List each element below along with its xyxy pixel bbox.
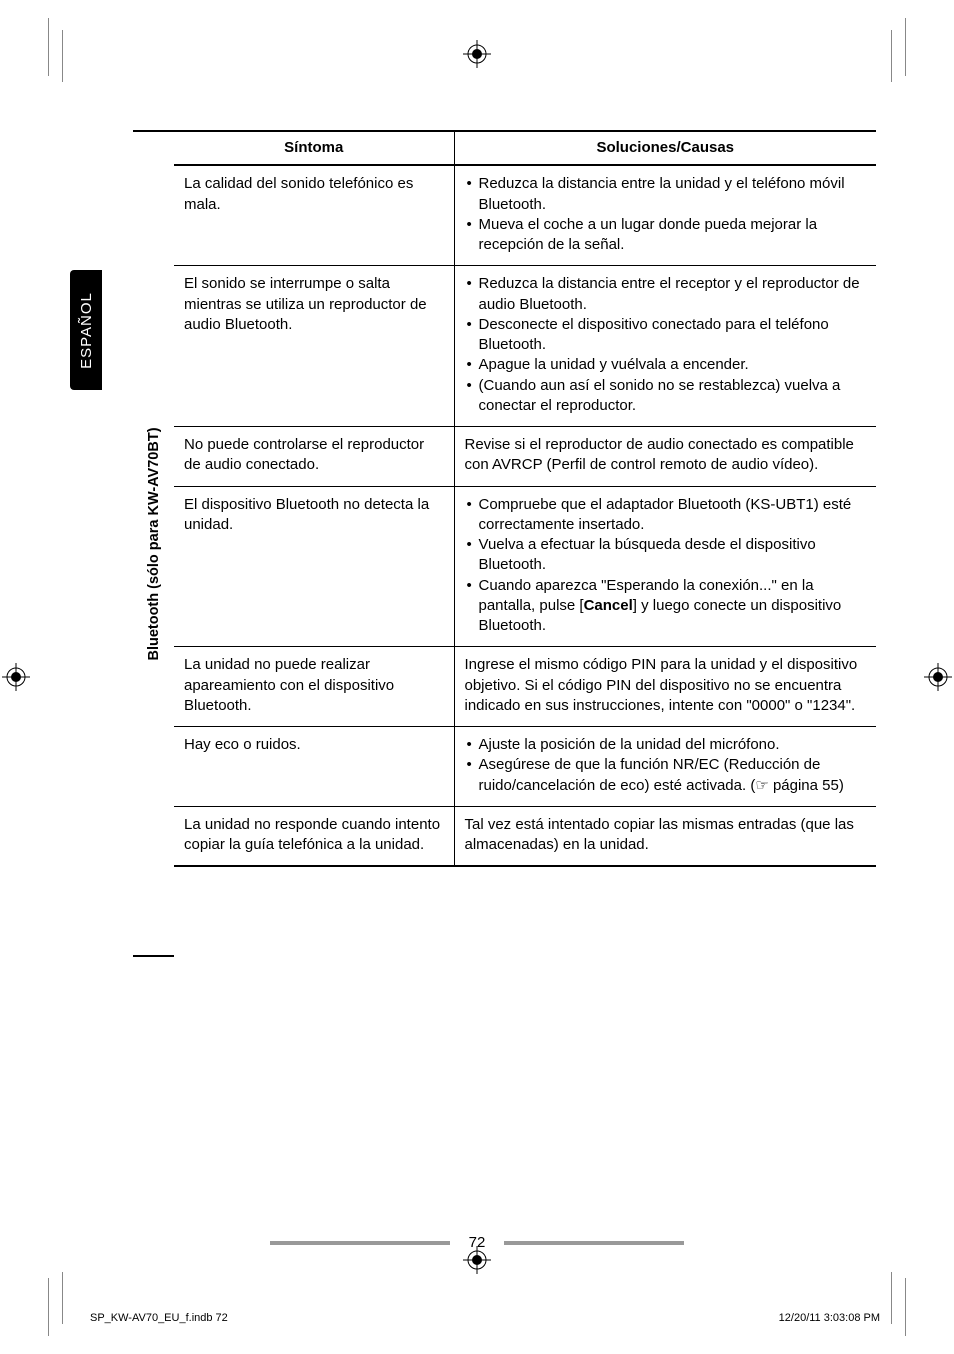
header-symptom: Síntoma — [174, 131, 454, 165]
language-tab: ESPAÑOL — [70, 270, 102, 390]
solution-cell: Reduzca la distancia entre la unidad y e… — [454, 165, 876, 266]
list-item: Asegúrese de que la función NR/EC (Reduc… — [465, 755, 867, 796]
registration-mark-icon — [924, 663, 952, 691]
list-item: Desconecte el dispositivo conectado para… — [465, 315, 867, 356]
solution-list: Compruebe que el adaptador Bluetooth (KS… — [465, 495, 867, 637]
table-row: La unidad no puede realizar apareamiento… — [174, 647, 876, 727]
solution-cell: Ajuste la posición de la unidad del micr… — [454, 727, 876, 807]
troubleshooting-table: Síntoma Soluciones/Causas La calidad del… — [174, 130, 876, 867]
meta-filename: SP_KW-AV70_EU_f.indb 72 — [90, 1312, 228, 1324]
list-item: Vuelva a efectuar la búsqueda desde el d… — [465, 535, 867, 576]
solution-cell: Compruebe que el adaptador Bluetooth (KS… — [454, 486, 876, 647]
list-item: Mueva el coche a un lugar donde pueda me… — [465, 215, 867, 256]
crop-mark — [62, 1272, 63, 1324]
crop-mark — [62, 30, 63, 82]
table-row: El dispositivo Bluetooth no detecta la u… — [174, 486, 876, 647]
solution-cell: Tal vez está intentado copiar las mismas… — [454, 806, 876, 866]
header-solution: Soluciones/Causas — [454, 131, 876, 165]
page-footer: 72 — [0, 1234, 954, 1252]
solution-cell: Reduzca la distancia entre el receptor y… — [454, 266, 876, 427]
solution-cell: Ingrese el mismo código PIN para la unid… — [454, 647, 876, 727]
table-row: Hay eco o ruidos. Ajuste la posición de l… — [174, 727, 876, 807]
symptom-cell: No puede controlarse el reproductor de a… — [174, 427, 454, 487]
table-header-row: Síntoma Soluciones/Causas — [174, 131, 876, 165]
crop-mark — [48, 1278, 49, 1336]
symptom-cell: La unidad no responde cuando intento cop… — [174, 806, 454, 866]
crop-mark — [48, 18, 49, 76]
crop-mark — [905, 1278, 906, 1336]
list-item: Ajuste la posición de la unidad del micr… — [465, 735, 867, 755]
table-row: La unidad no responde cuando intento cop… — [174, 806, 876, 866]
solution-list: Reduzca la distancia entre el receptor y… — [465, 274, 867, 416]
meta-timestamp: 12/20/11 3:03:08 PM — [779, 1312, 880, 1324]
section-label: Bluetooth (sólo para KW-AV70BT) — [146, 427, 162, 660]
solution-list: Reduzca la distancia entre la unidad y e… — [465, 174, 867, 255]
symptom-cell: La unidad no puede realizar apareamiento… — [174, 647, 454, 727]
list-item: Cuando aparezca "Esperando la conexión..… — [465, 576, 867, 637]
symptom-cell: El dispositivo Bluetooth no detecta la u… — [174, 486, 454, 647]
list-item: Reduzca la distancia entre la unidad y e… — [465, 174, 867, 215]
crop-mark — [891, 30, 892, 82]
footer-bar-right — [504, 1241, 684, 1245]
table-row: El sonido se interrumpe o salta mientras… — [174, 266, 876, 427]
list-item: (Cuando aun así el sonido no se restable… — [465, 376, 867, 417]
print-metadata: SP_KW-AV70_EU_f.indb 72 12/20/11 3:03:08… — [90, 1312, 880, 1324]
crop-mark — [891, 1272, 892, 1324]
list-item: Apague la unidad y vuélvala a encender. — [465, 355, 867, 375]
registration-mark-icon — [463, 40, 491, 68]
solution-cell: Revise si el reproductor de audio conect… — [454, 427, 876, 487]
crop-mark — [905, 18, 906, 76]
section-row-header: Bluetooth (sólo para KW-AV70BT) — [133, 130, 174, 957]
list-item: Reduzca la distancia entre el receptor y… — [465, 274, 867, 315]
symptom-cell: El sonido se interrumpe o salta mientras… — [174, 266, 454, 427]
solution-list: Ajuste la posición de la unidad del micr… — [465, 735, 867, 796]
list-item: Compruebe que el adaptador Bluetooth (KS… — [465, 495, 867, 536]
symptom-cell: La calidad del sonido telefónico es mala… — [174, 165, 454, 266]
language-tab-label: ESPAÑOL — [78, 292, 95, 369]
page-number: 72 — [469, 1234, 486, 1251]
symptom-cell: Hay eco o ruidos. — [174, 727, 454, 807]
footer-bar-left — [270, 1241, 450, 1245]
registration-mark-icon — [2, 663, 30, 691]
table-row: La calidad del sonido telefónico es mala… — [174, 165, 876, 266]
table-row: No puede controlarse el reproductor de a… — [174, 427, 876, 487]
